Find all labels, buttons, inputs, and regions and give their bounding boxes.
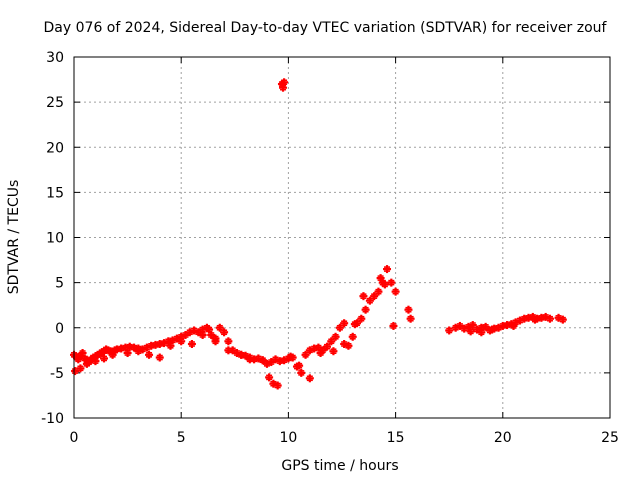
plot-frame: [73, 56, 611, 419]
data-point: [530, 315, 539, 324]
y-axis-label: SDTVAR / TECUs: [6, 180, 22, 295]
data-point: [329, 347, 338, 356]
data-point: [365, 296, 374, 305]
y-tick-label: -5: [50, 366, 64, 382]
data-point: [331, 332, 340, 341]
data-point: [123, 349, 132, 358]
data-point: [108, 350, 117, 359]
y-tick-label: -10: [41, 411, 64, 427]
data-point: [91, 357, 100, 366]
data-point: [134, 347, 143, 356]
y-tick-label: 10: [46, 231, 64, 247]
data-point: [406, 314, 415, 323]
data-point: [357, 314, 366, 323]
data-point: [545, 314, 554, 323]
data-point: [558, 315, 567, 324]
y-tick-label: 30: [46, 50, 64, 66]
y-tick-label: 25: [46, 95, 64, 111]
x-axis-label: GPS time / hours: [281, 458, 398, 474]
data-point: [488, 325, 497, 334]
x-tick-label: 20: [494, 430, 512, 446]
data-point: [166, 341, 175, 350]
data-point: [445, 326, 454, 335]
data-point: [350, 320, 359, 329]
data-point: [224, 337, 233, 346]
data-point: [322, 342, 331, 351]
x-tick-label: 15: [387, 430, 405, 446]
y-tick-label: 0: [55, 321, 64, 337]
y-tick-label: 20: [46, 140, 64, 156]
data-point: [327, 337, 336, 346]
data-point: [301, 350, 310, 359]
data-point: [155, 353, 164, 362]
data-point: [477, 328, 486, 337]
data-point: [305, 374, 314, 383]
y-tick-label: 5: [55, 276, 64, 292]
data-point: [466, 327, 475, 336]
x-tick-label: 10: [279, 430, 297, 446]
x-tick-label: 25: [601, 430, 619, 446]
data-point: [359, 292, 368, 301]
data-point: [198, 330, 207, 339]
data-point: [316, 349, 325, 358]
data-point: [155, 339, 164, 348]
data-point: [380, 280, 389, 289]
data-point: [237, 350, 246, 359]
data-point: [376, 274, 385, 283]
x-tick-label: 0: [70, 430, 79, 446]
data-point: [481, 322, 490, 331]
data-point: [185, 328, 194, 337]
data-point: [76, 364, 85, 373]
data-point: [279, 83, 288, 92]
data-point: [265, 373, 274, 382]
data-point: [211, 337, 220, 346]
data-point: [100, 354, 109, 363]
data-point: [340, 319, 349, 328]
data-point: [509, 321, 518, 330]
data-point: [224, 346, 233, 355]
data-point: [215, 323, 224, 332]
data-point: [297, 368, 306, 377]
data-points: [70, 78, 567, 390]
y-tick-label: 15: [46, 185, 64, 201]
data-point: [391, 287, 400, 296]
data-point: [286, 352, 295, 361]
data-point: [387, 278, 396, 287]
x-tick-label: 5: [177, 430, 186, 446]
data-point: [82, 359, 91, 368]
data-point: [361, 305, 370, 314]
data-point: [220, 328, 229, 337]
data-point: [340, 339, 349, 348]
data-point: [205, 325, 214, 334]
data-point: [273, 381, 282, 390]
data-point: [295, 361, 304, 370]
axis-ticks: 0 5 10 15 20 25 -10 -5 0 5 10 15 20 25 30: [41, 50, 619, 446]
data-point: [404, 305, 413, 314]
data-point: [187, 339, 196, 348]
data-point: [389, 321, 398, 330]
data-point: [374, 287, 383, 296]
data-point: [383, 265, 392, 274]
chart-title: Day 076 of 2024, Sidereal Day-to-day VTE…: [44, 20, 608, 36]
data-point: [245, 355, 254, 364]
data-point: [177, 337, 186, 346]
data-point: [348, 332, 357, 341]
data-point: [258, 356, 267, 365]
data-point: [145, 350, 154, 359]
grid: [74, 57, 610, 418]
